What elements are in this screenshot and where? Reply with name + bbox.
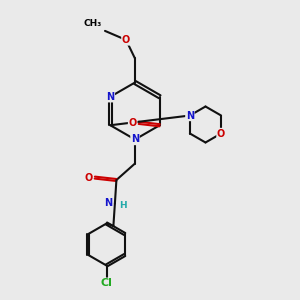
- Text: N: N: [104, 198, 112, 208]
- Text: H: H: [119, 201, 127, 210]
- Text: Cl: Cl: [100, 278, 112, 289]
- Text: O: O: [129, 118, 137, 128]
- Text: O: O: [217, 128, 225, 139]
- Text: N: N: [131, 134, 139, 145]
- Text: CH₃: CH₃: [84, 19, 102, 28]
- Text: O: O: [84, 172, 92, 183]
- Text: N: N: [186, 110, 194, 121]
- Text: O: O: [122, 35, 130, 45]
- Text: N: N: [106, 92, 114, 102]
